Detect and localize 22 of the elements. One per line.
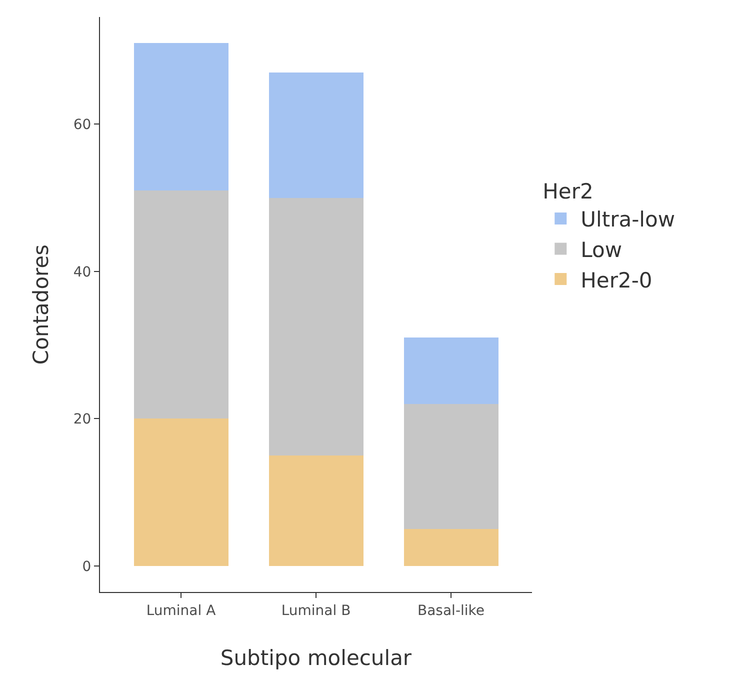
legend-label: Low — [580, 238, 622, 262]
x-tick-label: Basal-like — [418, 602, 484, 619]
y-axis-title: Contadores — [29, 244, 53, 365]
x-tick-label: Luminal A — [146, 602, 216, 619]
legend-label: Her2-0 — [580, 268, 652, 292]
bar — [134, 43, 228, 190]
bar — [404, 529, 498, 566]
y-tick-label: 60 — [73, 117, 92, 134]
bar — [268, 72, 364, 198]
bar — [404, 338, 498, 404]
y-tick-label: 0 — [82, 558, 92, 575]
bar — [268, 455, 364, 566]
bar — [404, 404, 498, 530]
bar — [134, 190, 228, 419]
bar — [268, 198, 364, 456]
legend-title: Her2 — [542, 179, 594, 204]
x-axis-title: Subtipo molecular — [220, 646, 412, 670]
bar — [134, 418, 228, 566]
y-tick-label: 20 — [73, 412, 92, 428]
x-tick-label: Luminal B — [281, 602, 351, 619]
legend-label: Ultra-low — [580, 208, 676, 232]
y-tick-label: 40 — [73, 264, 92, 280]
